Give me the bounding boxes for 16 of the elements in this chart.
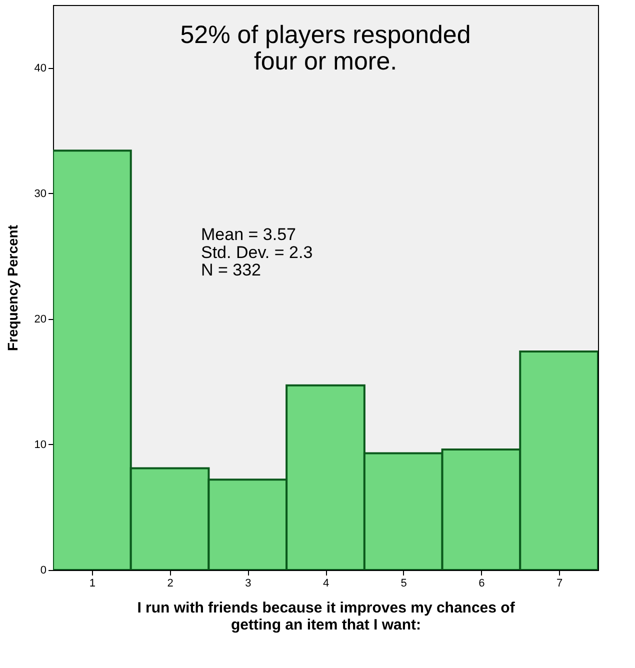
x-tick-label: 1 [89,578,96,590]
x-tick-label: 2 [167,578,174,590]
y-tick-label: 0 [40,564,46,576]
x-tick-label: 5 [400,578,407,590]
x-axis-title: I run with friends because it improves my chances of getting an item that I want: [137,600,516,634]
y-tick-label: 20 [34,313,46,326]
y-tick-label: 40 [34,62,46,74]
x-tick-label: 7 [556,578,563,590]
annotation: 52% of players responded four or more. [180,21,471,76]
y-tick-label: 30 [34,188,46,200]
x-tick-label: 6 [478,578,485,590]
y-tick-label: 10 [34,438,46,451]
y-axis-title: Frequency Percent [4,224,20,352]
x-tick-label: 3 [245,578,252,590]
annotation: Mean = 3.57 Std. Dev. = 2.3 N = 332 [201,225,313,280]
x-tick-label: 4 [322,578,330,590]
